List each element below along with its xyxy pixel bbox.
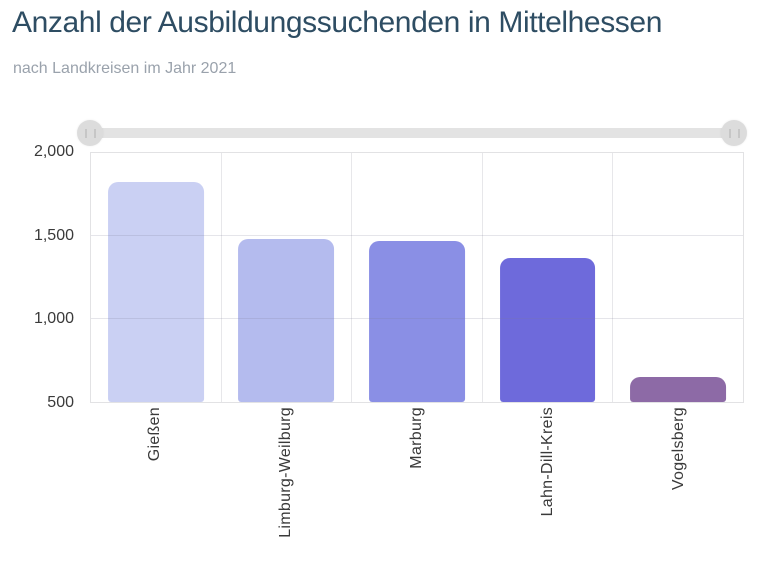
y-axis-tick-label: 500 [47,394,74,411]
x-axis-label: Limburg-Weilburg [277,407,295,538]
x-axis-label: Marburg [407,407,425,469]
slider-handle-right[interactable] [721,120,747,146]
chart-bar[interactable] [107,182,204,402]
plot-column [352,153,483,402]
x-axis-cell: Lahn-Dill-Kreis [482,407,613,571]
x-axis: Gießen Limburg-Weilburg Marburg Lahn-Dill-K… [90,407,744,571]
chart-bar[interactable] [499,257,596,402]
plot-column [483,153,614,402]
slider-track[interactable] [85,128,739,138]
y-axis-tick-label: 2,000 [33,143,74,160]
plot-column [222,153,353,402]
x-axis-label: Vogelsberg [669,407,687,491]
x-range-slider[interactable] [77,120,747,146]
slider-handle-left[interactable] [77,120,103,146]
plot-columns [91,153,743,402]
x-axis-label: Lahn-Dill-Kreis [538,407,556,517]
x-axis-cell: Vogelsberg [613,407,744,571]
chart-subtitle: nach Landkreisen im Jahr 2021 [13,60,237,77]
y-axis-tick-label: 1,500 [33,226,74,244]
plot-area [90,152,744,403]
x-axis-cell: Marburg [352,407,483,571]
chart-bar[interactable] [630,377,727,402]
chart-bar[interactable] [369,240,465,402]
x-axis-cell: Limburg-Weilburg [221,407,352,571]
plot-column [613,153,743,402]
grip-icon [728,128,740,138]
chart-bar[interactable] [238,239,335,402]
y-axis-tick-label: 1,000 [33,310,74,328]
chart-title: Anzahl der Ausbildungssuchenden in Mitte… [12,6,662,39]
plot-column [91,153,222,402]
x-axis-cell: Gießen [90,407,221,571]
x-axis-label: Gießen [146,407,164,462]
y-axis: 500 1,000 1,500 2,000 [0,143,82,411]
grip-icon [84,128,96,138]
